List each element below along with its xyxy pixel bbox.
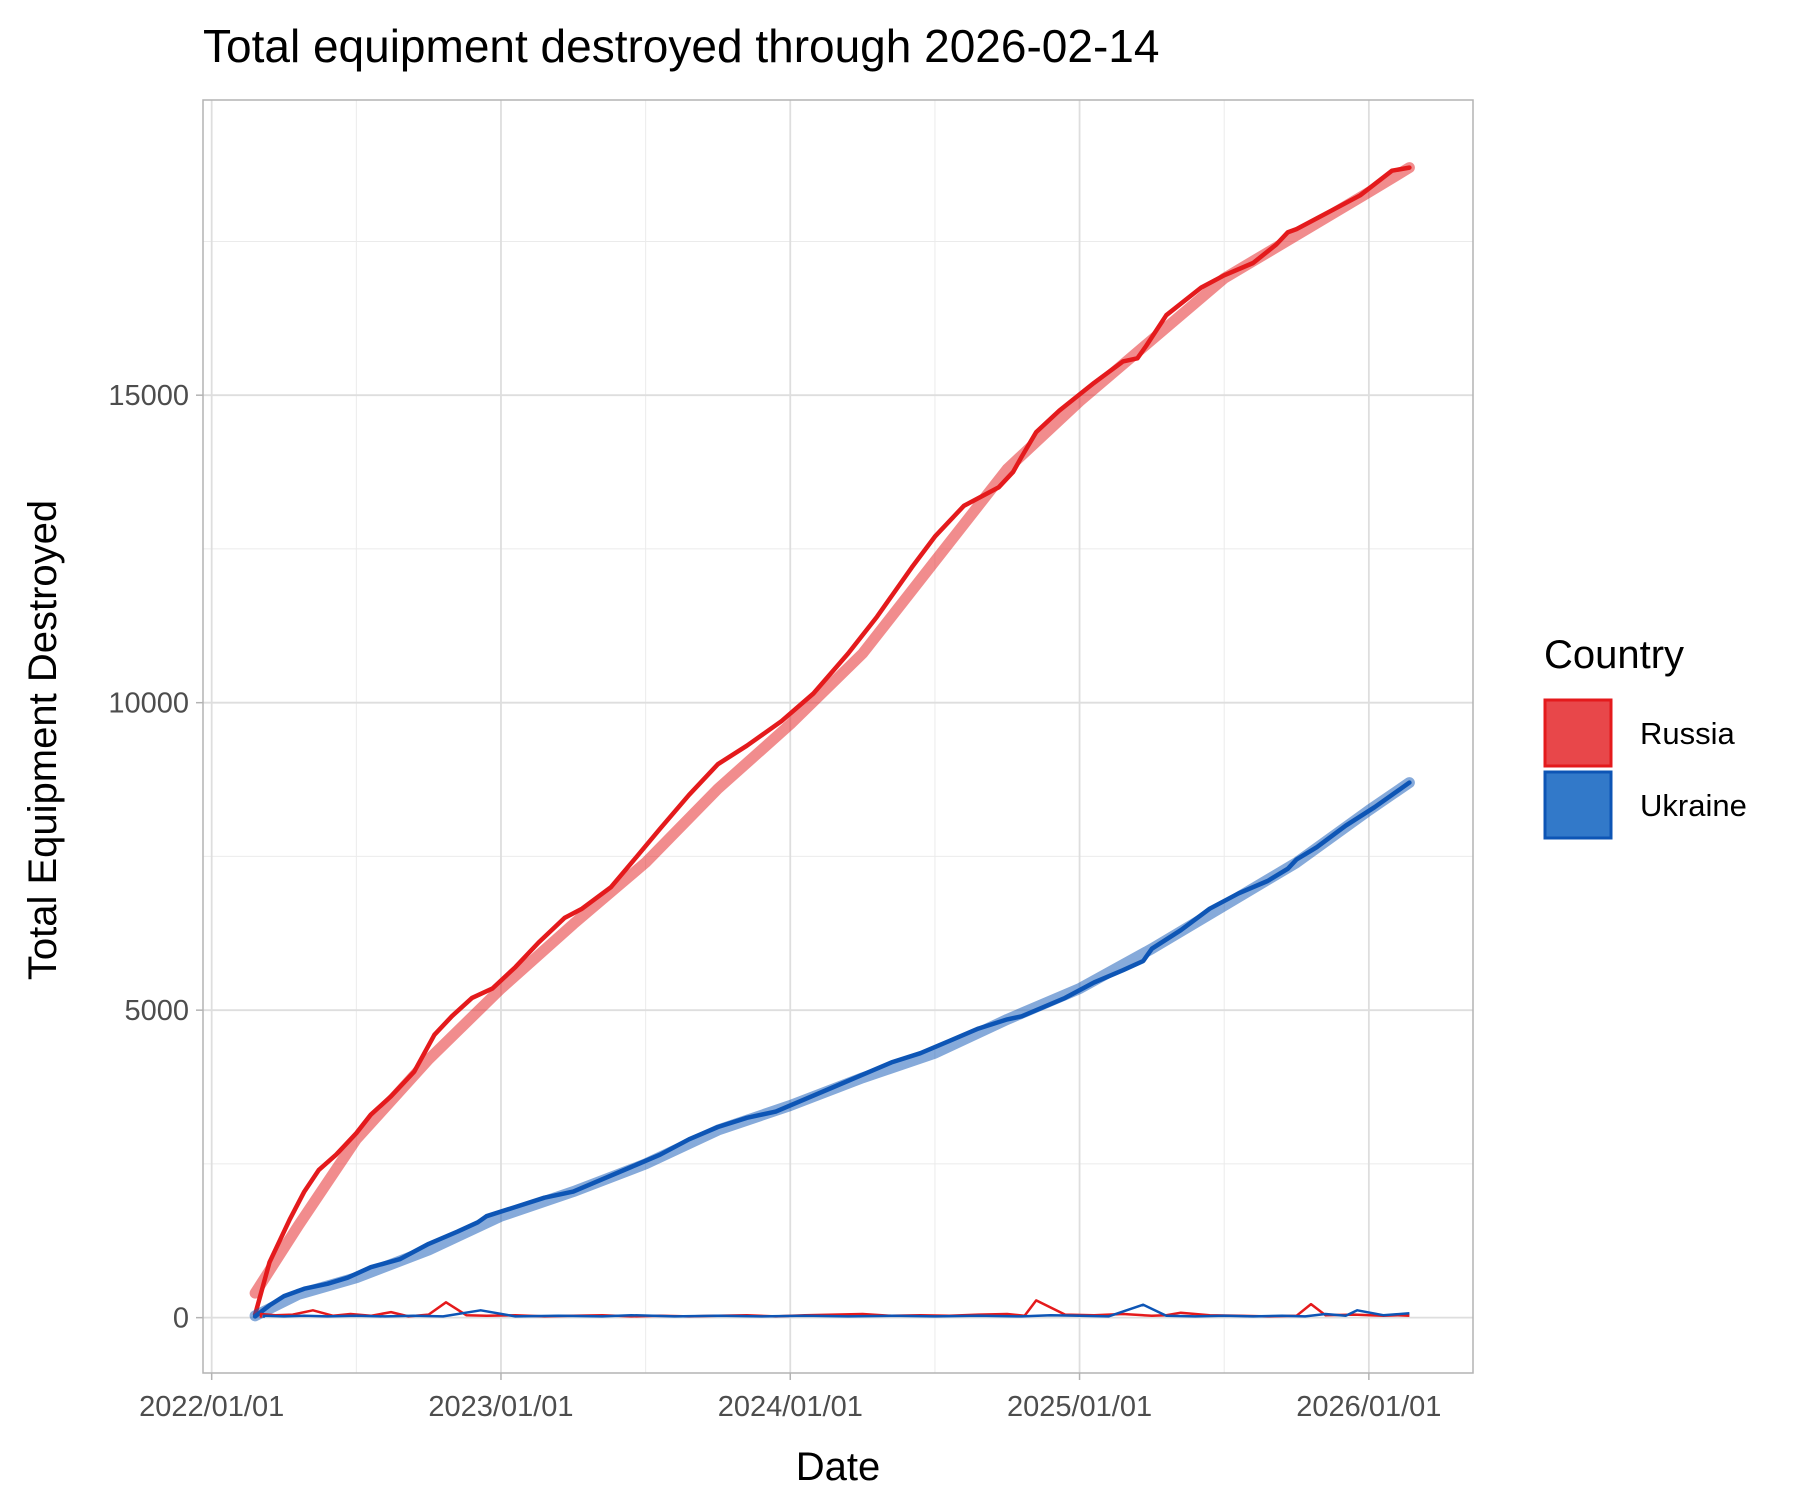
russia-legend-swatch [1543, 698, 1613, 768]
y-axis-title: Total Equipment Destroyed [21, 500, 65, 980]
y-tick-label: 5000 [124, 995, 189, 1027]
x-axis-title: Date [796, 1445, 881, 1489]
ukraine-legend-swatch [1543, 770, 1613, 840]
russia-legend-label: Russia [1640, 716, 1736, 751]
x-tick-label: 2026/01/01 [1296, 1391, 1441, 1423]
legend-items: Russia Ukraine [1543, 698, 1747, 840]
x-tick-label: 2024/01/01 [718, 1391, 863, 1423]
legend-title: Country [1544, 633, 1684, 677]
gridlines [203, 100, 1473, 1373]
y-tick-label: 10000 [108, 688, 189, 720]
x-tick-label: 2025/01/01 [1007, 1391, 1152, 1423]
legend: Country Russia Ukraine [1543, 633, 1747, 840]
axis-ticks [196, 394, 1370, 1380]
panel-border [202, 99, 1474, 1374]
tick-labels: 0 5000 10000 15000 2022/01/01 2023/01/01 2024/… [108, 380, 1441, 1423]
x-tick-label: 2023/01/01 [428, 1391, 573, 1423]
chart-title: Total equipment destroyed through 2026-0… [203, 20, 1159, 72]
y-tick-label: 15000 [108, 380, 189, 412]
ukraine-daily-line [262, 1303, 1410, 1318]
y-tick-label: 0 [173, 1303, 189, 1335]
ukraine-cumulative-line [252, 780, 1412, 1319]
series-layer [249, 162, 1415, 1322]
x-tick-label: 2022/01/01 [139, 1391, 284, 1423]
russia-cumulative-line [252, 165, 1412, 1317]
ukraine-legend-label: Ukraine [1640, 788, 1747, 823]
